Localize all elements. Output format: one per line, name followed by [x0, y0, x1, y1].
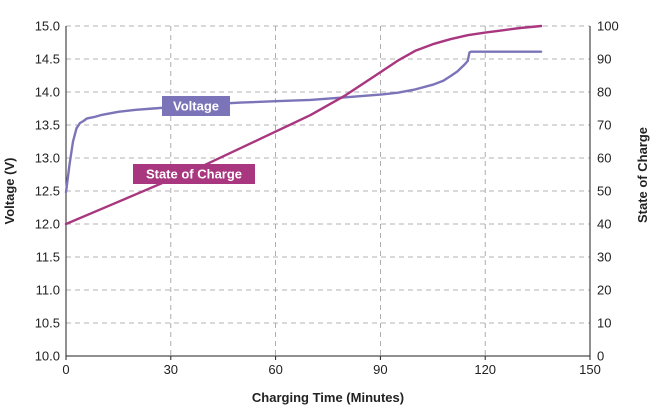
y-right-tick-label: 50: [597, 184, 611, 199]
y-left-tick-label: 13.0: [35, 151, 60, 166]
y-left-tick-label: 11.0: [36, 283, 60, 298]
voltage-callout-box: [162, 96, 230, 116]
series-callouts: Voltage State of Charge: [133, 96, 255, 184]
y-left-tick-label: 12.5: [35, 184, 60, 199]
y-left-tick-label: 11.5: [36, 250, 60, 265]
voltage-callout-label: Voltage: [173, 99, 219, 114]
voltage-line: [64, 50, 543, 194]
y-right-tick-label: 100: [597, 19, 619, 34]
tick-labels: 10.0 10.5 11.0 11.5 12.0 12.5 13.0 13.5 14.0 14.5…: [35, 19, 619, 378]
y-right-tick-label: 30: [597, 250, 611, 265]
x-tick-label: 150: [579, 362, 601, 377]
y-left-tick-label: 15.0: [35, 19, 60, 34]
y-right-tick-label: 20: [597, 283, 611, 298]
y-left-tick-label: 10.0: [35, 349, 60, 364]
y-left-tick-label: 10.5: [35, 316, 60, 331]
y-left-tick-label: 12.0: [35, 217, 60, 232]
x-tick-label: 60: [268, 362, 282, 377]
x-tick-label: 30: [164, 362, 178, 377]
y-right-tick-label: 70: [597, 118, 611, 133]
x-tick-label: 0: [62, 362, 69, 377]
y-left-tick-label: 14.5: [35, 52, 60, 67]
grid: [66, 25, 590, 356]
y-right-tick-label: 0: [597, 349, 604, 364]
state-of-charge-callout-label: State of Charge: [146, 167, 242, 182]
y-axis-left-title: Voltage (V): [2, 158, 17, 225]
x-axis-title: Charging Time (Minutes): [252, 390, 404, 405]
y-left-tick-label: 13.5: [35, 118, 60, 133]
y-right-tick-label: 80: [597, 85, 611, 100]
state-of-charge-callout-box: [133, 164, 255, 184]
y-right-tick-label: 10: [597, 316, 611, 331]
axes: [65, 26, 591, 360]
y-left-tick-label: 14.0: [35, 85, 60, 100]
y-axis-right-title: State of Charge: [635, 127, 650, 223]
x-tick-label: 90: [373, 362, 387, 377]
y-right-tick-label: 60: [597, 151, 611, 166]
x-tick-label: 120: [474, 362, 496, 377]
y-right-tick-label: 90: [597, 52, 611, 67]
y-right-tick-label: 40: [597, 217, 611, 232]
